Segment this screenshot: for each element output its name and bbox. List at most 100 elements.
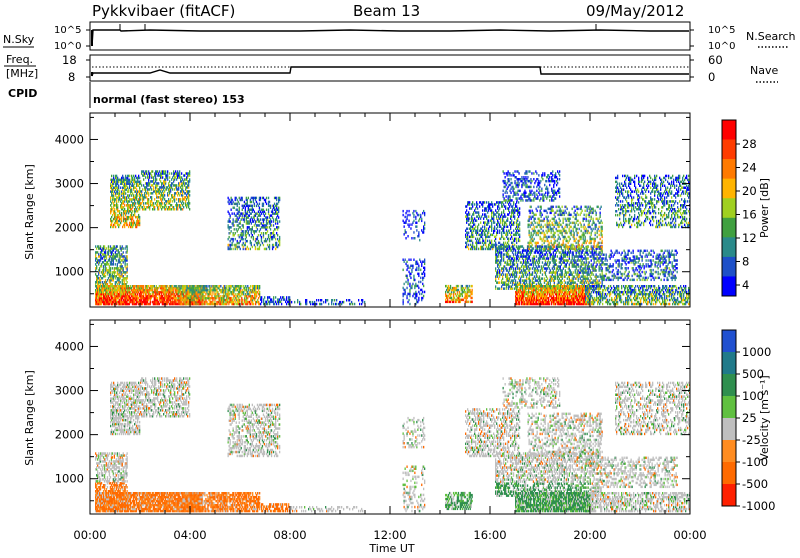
power-cell [273,301,274,303]
power-cell [233,238,234,240]
power-cell [234,207,235,209]
power-cell [494,221,495,223]
power-cell [259,291,260,293]
power-cell [424,291,425,293]
power-cell [289,296,290,298]
power-cell [472,297,473,299]
power-cell [153,186,154,188]
power-cell [267,216,268,218]
power-cell [514,221,515,223]
power-cell [269,296,270,298]
power-cell [189,178,190,180]
power-cell [273,244,274,246]
power-cell [328,303,329,305]
power-cell [514,263,515,265]
power-cell [423,295,424,297]
power-cell [484,201,485,203]
power-cell [189,208,190,210]
power-cell [270,228,271,230]
power-cell [154,206,155,208]
power-cell [476,219,477,221]
power-cell [121,212,122,214]
power-cell [231,248,232,250]
power-cell [139,177,140,179]
power-cell [253,303,254,305]
power-cell [142,188,143,190]
power-cell [517,263,518,265]
power-cell [477,207,478,209]
beam-label: Beam 13 [353,2,420,20]
power-cell [271,298,272,300]
power-cell [274,234,275,236]
power-cell [327,299,328,301]
power-cell [260,303,261,305]
freq-tick-top: 18 [62,53,77,67]
power-cell [405,259,406,261]
power-cell [115,271,116,273]
power-cell [423,285,424,287]
nsearch-label: N.Search [746,30,796,43]
power-cell [129,175,130,177]
power-cell [239,203,240,205]
power-cell [482,209,483,211]
power-cell [409,303,410,305]
power-cell [230,220,231,222]
power-cell [268,234,269,236]
freq-panel: Freq. [MHz] 18 8 60 0 Nave [4,53,778,84]
power-cell [406,275,407,277]
power-cell [176,184,177,186]
power-cell [252,246,253,248]
power-cell [261,301,262,303]
power-cell [284,298,285,300]
power-cell [503,209,504,211]
power-cell [123,247,124,249]
power-cell [239,207,240,209]
power-cell [110,267,111,269]
power-cell [264,296,265,298]
power-cell [229,236,230,238]
power-cell [472,301,473,303]
power-cell [483,248,484,250]
power-cell [316,303,317,305]
nave-tick-top: 60 [708,53,723,67]
power-cell [501,251,502,253]
power-cell [496,215,497,217]
power-cell [119,210,120,212]
power-cell [279,220,280,222]
power-cell [418,281,419,283]
power-cell [118,185,119,187]
power-cell [416,293,417,295]
power-cell [156,178,157,180]
power-cell [235,238,236,240]
power-cell [172,188,173,190]
power-cell [405,289,406,291]
power-cell [148,192,149,194]
power-cell [515,249,516,251]
power-cell [100,245,101,247]
power-cell [409,283,410,285]
power-cell [111,175,112,177]
power-cell [269,201,270,203]
power-cell [116,259,117,261]
power-cell [266,248,267,250]
power-cell [403,269,404,271]
power-cell [263,298,264,300]
power-cell [119,251,120,253]
power-cell [514,257,515,259]
power-cell [235,232,236,234]
power-cell [358,299,359,301]
power-cell [234,228,235,230]
power-cell [508,238,509,240]
power-cell [117,245,118,247]
power-cell [276,197,277,199]
power-cell [220,285,221,287]
power-cell [517,271,518,273]
power-cell [469,201,470,203]
power-cell [275,296,276,298]
power-cell [243,230,244,232]
power-cell [507,226,508,228]
power-cell [273,218,274,220]
power-cell [263,244,264,246]
power-cell [226,285,227,287]
